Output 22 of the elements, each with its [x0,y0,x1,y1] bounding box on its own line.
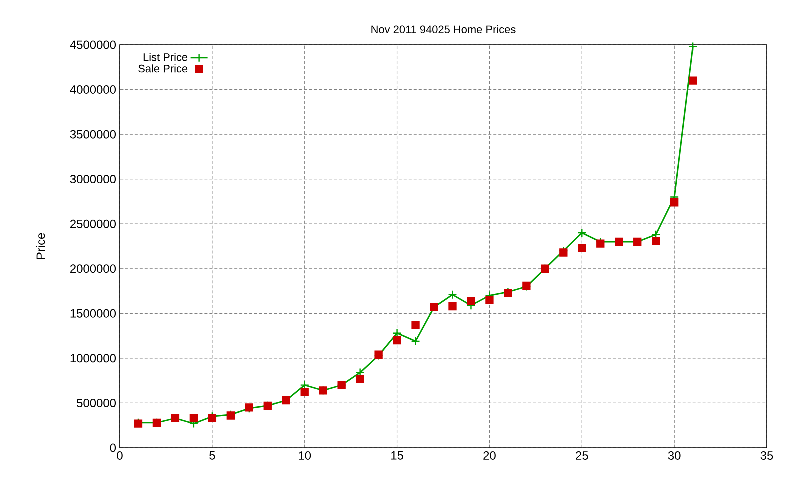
x-tick-label: 25 [576,452,588,460]
y-tick-label: 3000000 [70,175,116,184]
x-tick-label: 15 [392,452,404,460]
chart-title: Nov 2011 94025 Home Prices [372,25,516,34]
y-tick-label: 500000 [77,398,116,408]
y-tick-label: 1000000 [70,354,116,363]
x-tick-label: 20 [484,452,496,460]
x-tick-label: 35 [760,452,774,460]
y-tick-label: 4000000 [70,86,116,94]
y-axis-title: Price [36,233,46,260]
y-tick-label: 2000000 [70,264,116,274]
y-tick-label: 1500000 [70,309,116,318]
y-tick-label: 0 [110,444,116,452]
y-tick-label: 2500000 [70,220,116,228]
y-tick-label: 3500000 [70,130,116,139]
y-tick-label: 4500000 [70,40,116,50]
x-tick-label: 30 [668,452,681,460]
legend-label: List Price [144,53,188,62]
x-tick-label: 0 [117,452,123,460]
legend-label: Sale Price [138,64,188,73]
x-tick-label: 5 [210,452,216,460]
x-tick-label: 10 [299,452,312,460]
